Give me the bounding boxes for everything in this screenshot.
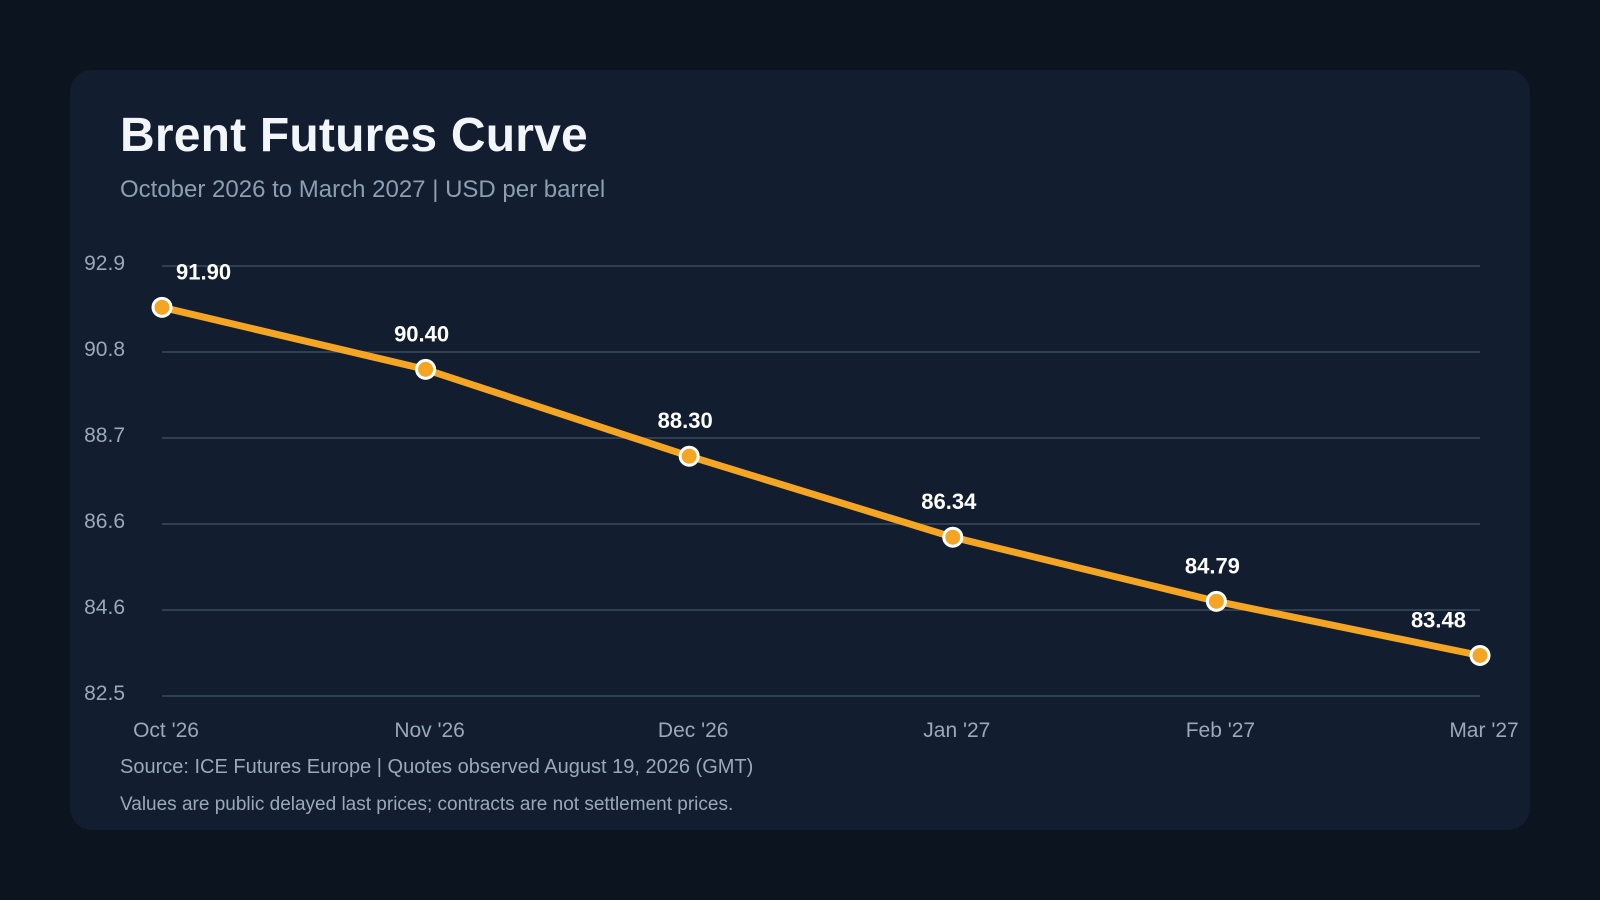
- series-line: [158, 303, 1484, 659]
- data-labels: 91.90 90.40 88.30 86.34 84.79 83.48: [176, 259, 1466, 632]
- note-text: Values are public delayed last prices; c…: [120, 794, 734, 815]
- chart-title: Brent Futures Curve: [120, 109, 588, 162]
- chart-card: Brent Futures Curve October 2026 to Marc…: [70, 70, 1530, 830]
- data-points: [151, 296, 1491, 666]
- x-tick-label: Dec '26: [658, 719, 729, 742]
- data-point: [415, 358, 437, 380]
- data-point: [942, 526, 964, 548]
- y-tick-label: 86.6: [84, 510, 125, 533]
- grid-lines: [162, 265, 1480, 697]
- data-label: 90.40: [394, 321, 449, 346]
- y-tick-label: 84.6: [84, 596, 125, 619]
- x-tick-label: Oct '26: [133, 719, 199, 742]
- x-tick-label: Feb '27: [1186, 719, 1255, 742]
- x-tick-label: Jan '27: [923, 719, 990, 742]
- data-label: 84.79: [1185, 553, 1240, 578]
- y-tick-label: 90.8: [84, 338, 125, 361]
- source-text: Source: ICE Futures Europe | Quotes obse…: [120, 756, 754, 778]
- data-label: 83.48: [1411, 607, 1466, 632]
- x-tick-label: Nov '26: [394, 719, 465, 742]
- data-label: 88.30: [658, 408, 713, 433]
- line-chart: 92.9 90.8 88.7 86.6 84.6 82.5 Oct '26 Nov '26 D…: [84, 252, 1519, 742]
- data-point: [678, 445, 700, 467]
- data-label: 91.90: [176, 259, 231, 284]
- data-point: [151, 296, 173, 318]
- y-tick-label: 88.7: [84, 424, 125, 447]
- x-axis-ticks: Oct '26 Nov '26 Dec '26 Jan '27 Feb '27 Mar '…: [133, 719, 1519, 742]
- x-tick-label: Mar '27: [1449, 719, 1518, 742]
- data-point: [1469, 644, 1491, 666]
- data-point: [1205, 590, 1227, 612]
- y-tick-label: 82.5: [84, 682, 125, 705]
- y-tick-label: 92.9: [84, 252, 125, 275]
- series-line-group: [158, 303, 1484, 659]
- y-axis-ticks: 92.9 90.8 88.7 86.6 84.6 82.5: [84, 252, 125, 705]
- chart-subtitle: October 2026 to March 2027 | USD per bar…: [120, 176, 606, 203]
- data-label: 86.34: [921, 489, 977, 514]
